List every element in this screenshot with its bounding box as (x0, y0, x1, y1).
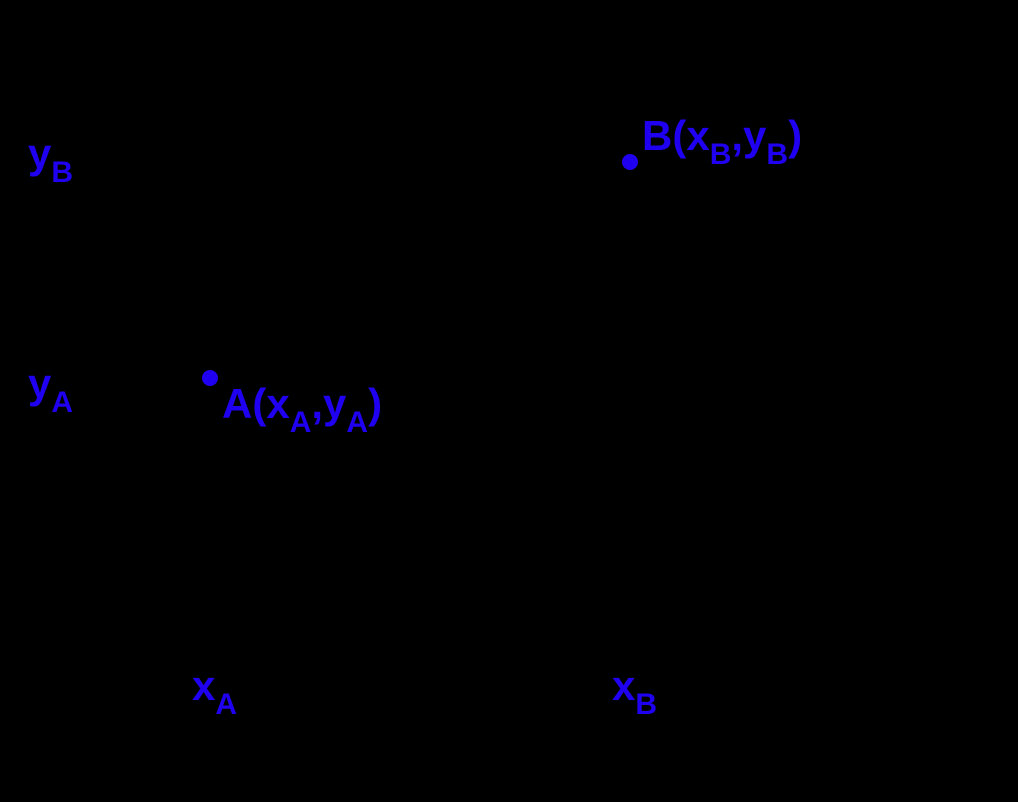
point-A: A(xA,yA) (202, 370, 382, 439)
dot-icon (622, 154, 638, 170)
x-axis-label-xB: xB (612, 662, 657, 721)
svg-text:yB: yB (28, 130, 73, 189)
coordinate-diagram: yB yA xA xB A(xA,yA) B(xB,yB) (0, 0, 1018, 802)
point-A-label: A(xA,yA) (222, 380, 382, 439)
y-axis-label-yB: yB (28, 130, 73, 189)
point-B-label: B(xB,yB) (642, 112, 802, 171)
y-axis-label-yA: yA (28, 360, 73, 419)
svg-text:xA: xA (192, 662, 237, 721)
svg-text:yA: yA (28, 360, 73, 419)
dot-icon (202, 370, 218, 386)
x-axis-label-xA: xA (192, 662, 237, 721)
y-axis-arrow-icon (73, 40, 87, 54)
svg-text:xB: xB (612, 662, 657, 721)
point-B: B(xB,yB) (622, 112, 802, 171)
x-axis-arrow-icon (966, 713, 980, 727)
